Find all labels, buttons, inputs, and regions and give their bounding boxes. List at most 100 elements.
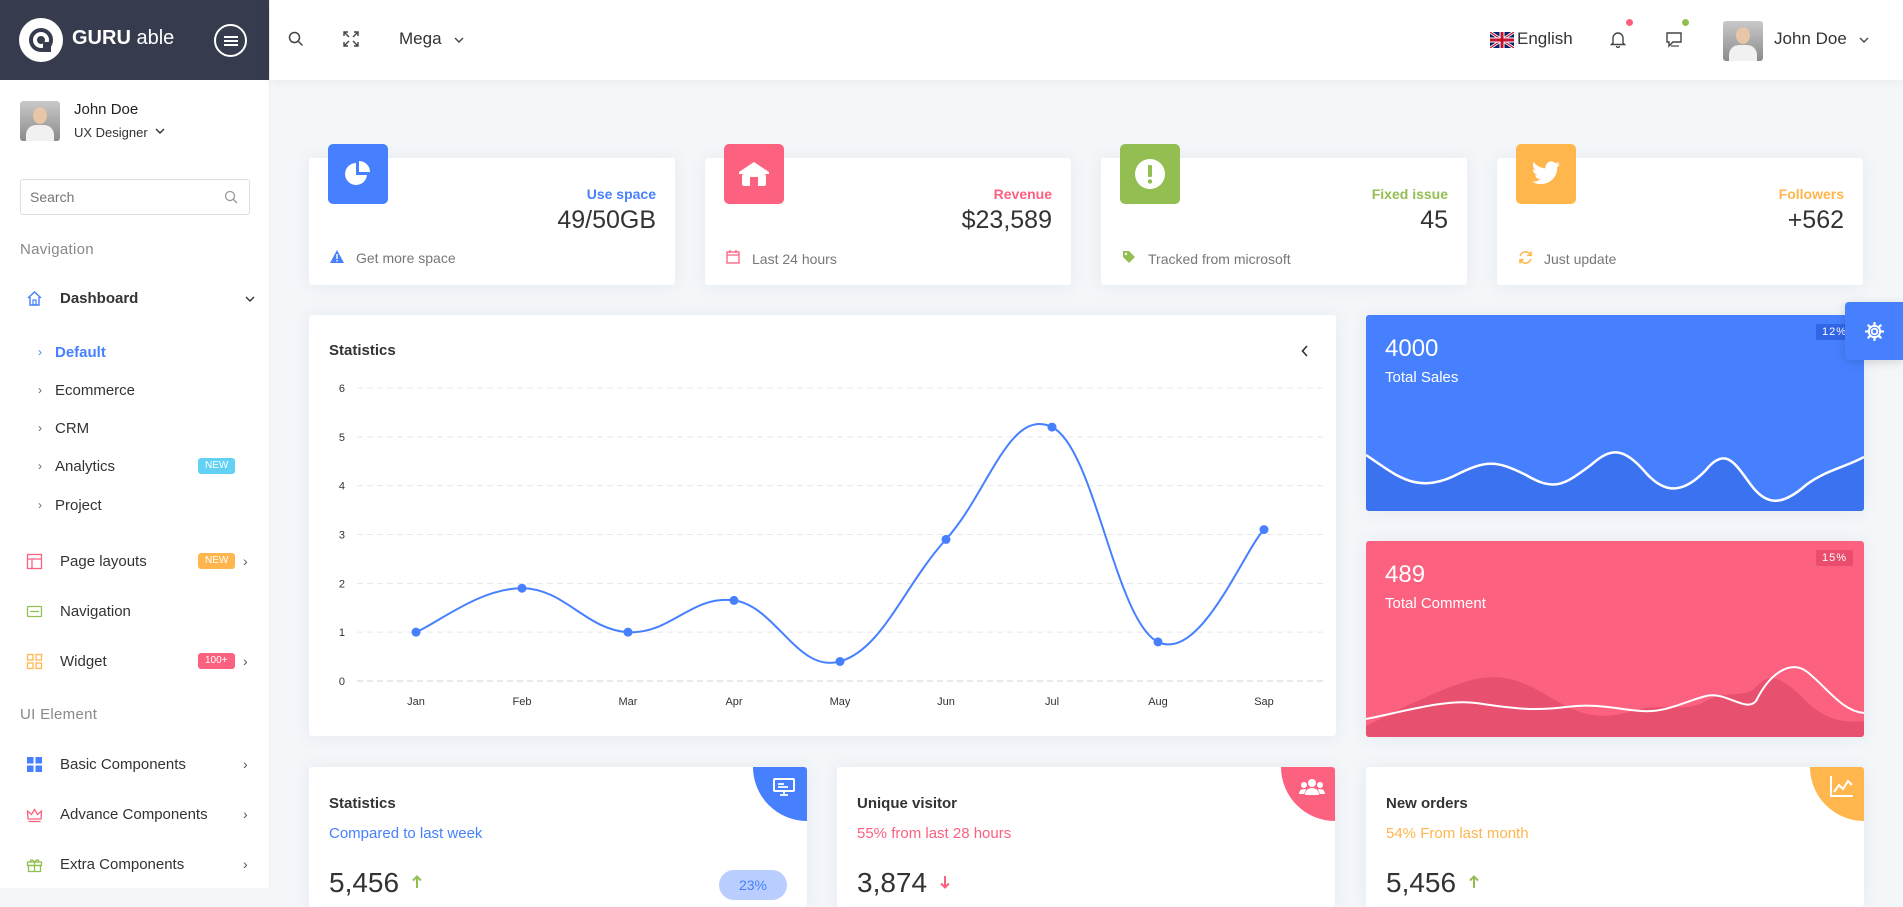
sidebar-item-widget[interactable]: Widget 100+ ›: [0, 641, 269, 681]
arrow-down-icon: [940, 876, 950, 889]
chevron-right-icon: ›: [243, 856, 248, 872]
stat-label: Use space: [586, 186, 656, 202]
header-avatar[interactable]: [1723, 21, 1763, 61]
data-point[interactable]: [729, 595, 739, 605]
sidebar-subitem-label: Ecommerce: [55, 381, 136, 399]
bell-icon[interactable]: [1610, 31, 1626, 48]
sidebar-item-dashboard[interactable]: Dashboard: [0, 278, 269, 318]
bottom-card-new-orders: New orders 54% From last month 5,456: [1366, 767, 1864, 907]
chevron-down-icon[interactable]: [454, 37, 464, 43]
stat-value: +562: [1787, 206, 1844, 234]
total-comment-value: 489: [1385, 561, 1426, 588]
menu-toggle-button[interactable]: [214, 24, 247, 57]
card-title: New orders: [1386, 795, 1468, 812]
comment-area-chart: [1366, 666, 1864, 737]
chevron-right-icon: ›: [38, 345, 42, 359]
data-point[interactable]: [835, 656, 845, 666]
calendar-icon: [726, 250, 742, 267]
sidebar-search-input[interactable]: [20, 179, 250, 215]
x-tick-label: Feb: [513, 696, 532, 708]
chevron-down-icon[interactable]: [155, 128, 165, 134]
sidebar-item-label: Basic Components: [60, 755, 186, 773]
stat-card-followers: Followers +562 Just update: [1497, 144, 1863, 285]
card-title: Unique visitor: [857, 795, 958, 812]
y-tick-label: 4: [339, 481, 345, 493]
stat-footer-text: Just update: [1544, 251, 1617, 267]
sidebar-subitem-ecommerce[interactable]: › Ecommerce: [0, 375, 269, 405]
x-tick-label: Aug: [1148, 696, 1168, 708]
data-point[interactable]: [623, 627, 633, 637]
sidebar-item-navigation[interactable]: Navigation: [0, 591, 269, 631]
sidebar-item-label: Advance Components: [60, 805, 208, 823]
statistics-chart-card: Statistics 0 1 2 3 4 5 6 Jan Feb Mar Apr May Jun Jul…: [309, 315, 1336, 736]
navigation-icon: [26, 605, 43, 617]
message-icon[interactable]: [1665, 31, 1683, 48]
stat-label: Fixed issue: [1371, 186, 1448, 202]
card-subtitle: 55% from last 28 hours: [857, 825, 1012, 842]
sidebar-item-basic-components[interactable]: Basic Components ›: [0, 744, 269, 784]
x-tick-label: May: [830, 696, 851, 708]
header-user-name[interactable]: John Doe: [1774, 29, 1847, 48]
crown-icon: [26, 807, 43, 822]
language-selector[interactable]: English: [1517, 29, 1573, 48]
sales-wave: [1366, 451, 1864, 511]
sidebar-subitem-project[interactable]: › Project: [0, 490, 269, 520]
tag-icon: [1122, 250, 1138, 267]
hamburger-icon: [223, 35, 238, 46]
x-tick-label: Sap: [1254, 696, 1274, 708]
total-sales-label: Total Sales: [1385, 369, 1459, 386]
chevron-right-icon: ›: [243, 756, 248, 772]
y-tick-label: 1: [339, 627, 345, 639]
data-point[interactable]: [1047, 422, 1057, 432]
data-point[interactable]: [1153, 637, 1163, 647]
series-line: [415, 423, 1265, 664]
top-header: Mega English John Doe: [270, 0, 1903, 80]
y-tick-label: 3: [339, 530, 345, 542]
new-badge: NEW: [198, 553, 236, 569]
sidebar-user-card[interactable]: John Doe UX Designer: [20, 101, 250, 141]
total-sales-card: 4000 Total Sales 12%: [1366, 315, 1864, 511]
refresh-icon: [1518, 250, 1534, 268]
card-title: Statistics: [329, 342, 396, 359]
gear-icon: [1865, 322, 1884, 341]
chevron-right-icon: ›: [38, 421, 42, 435]
sidebar-item-advance-components[interactable]: Advance Components ›: [0, 794, 269, 834]
sidebar-item-label: Dashboard: [60, 289, 139, 307]
chevron-right-icon: ›: [243, 806, 248, 822]
data-point[interactable]: [1259, 525, 1269, 535]
x-tick-label: Mar: [619, 696, 638, 708]
layout-icon: [26, 553, 43, 569]
brand-name: GURU able: [72, 27, 175, 49]
search-icon[interactable]: [288, 31, 304, 47]
sidebar-user-role: UX Designer: [74, 125, 148, 140]
stat-footer-text[interactable]: Get more space: [356, 250, 456, 266]
avatar: [20, 101, 60, 141]
data-point[interactable]: [517, 583, 527, 593]
sidebar-subitem-analytics[interactable]: › Analytics NEW: [0, 451, 269, 481]
home-icon: [27, 290, 42, 306]
chevron-left-icon[interactable]: [1301, 345, 1309, 357]
sidebar-subitem-crm[interactable]: › CRM: [0, 413, 269, 443]
sidebar-item-extra-components[interactable]: Extra Components ›: [0, 844, 269, 884]
stat-value: 45: [1420, 206, 1448, 234]
sidebar-item-label: Extra Components: [60, 855, 185, 873]
fullscreen-icon[interactable]: [343, 31, 359, 47]
sidebar-item-page-layouts[interactable]: Page layouts NEW ›: [0, 541, 269, 581]
card-value: 5,456: [1386, 867, 1457, 898]
sidebar: GURU able John Doe UX Designer Navigatio…: [0, 0, 270, 888]
sidebar-subitem-label: Default: [55, 343, 106, 361]
sidebar-subitem-default[interactable]: › Default: [0, 337, 269, 367]
line-chart-icon: [1810, 767, 1864, 821]
settings-button[interactable]: [1845, 302, 1903, 360]
total-comment-label: Total Comment: [1385, 595, 1486, 612]
search-icon[interactable]: [224, 190, 238, 204]
chevron-down-icon[interactable]: [1859, 37, 1869, 43]
card-subtitle: Compared to last week: [329, 825, 483, 842]
gift-icon: [26, 858, 43, 872]
data-point[interactable]: [941, 534, 951, 544]
card-value: 5,456: [329, 867, 400, 898]
mega-menu-button[interactable]: Mega: [399, 29, 442, 48]
nav-caption-navigation: Navigation: [20, 241, 94, 258]
uk-flag-icon: [1490, 32, 1514, 48]
data-point[interactable]: [411, 627, 421, 637]
